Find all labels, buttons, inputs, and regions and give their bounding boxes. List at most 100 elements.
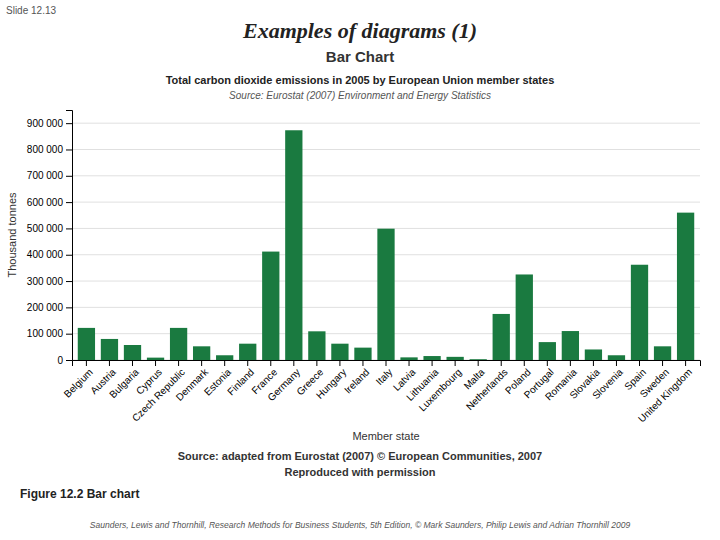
y-tick-mark xyxy=(66,307,72,308)
source-line: Source: adapted from Eurostat (2007) © E… xyxy=(178,450,542,462)
y-tick: 900 000 xyxy=(27,118,72,129)
slide-number: Slide 12.13 xyxy=(6,5,56,16)
x-tick-mark xyxy=(524,360,525,366)
x-tick-label: Slovenia xyxy=(590,366,625,401)
bar xyxy=(308,331,325,360)
x-tick: Slovenia xyxy=(590,360,625,401)
x-tick-mark xyxy=(362,360,363,366)
bar xyxy=(354,348,371,360)
x-tick-mark xyxy=(132,360,133,366)
x-tick-mark xyxy=(247,360,248,366)
x-tick-mark xyxy=(570,360,571,366)
y-tick-label: 600 000 xyxy=(27,197,64,208)
x-tick-mark xyxy=(339,360,340,366)
bar xyxy=(562,331,579,360)
y-tick-mark xyxy=(66,202,72,203)
x-tick-label: Ireland xyxy=(342,366,371,395)
y-tick-label: 700 000 xyxy=(27,170,64,181)
x-tick-label: Luxembourg xyxy=(417,366,464,413)
x-tick-mark xyxy=(178,360,179,366)
bar xyxy=(631,265,648,360)
x-tick-label: Hungary xyxy=(314,366,349,401)
y-tick-mark xyxy=(66,255,72,256)
bar xyxy=(285,130,302,360)
x-tick-mark xyxy=(501,360,502,366)
y-tick-label: 800 000 xyxy=(27,144,64,155)
y-tick-label: 0 xyxy=(57,355,63,366)
x-tick-mark xyxy=(201,360,202,366)
y-tick-label: 400 000 xyxy=(27,249,64,260)
x-tick: Luxembourg xyxy=(417,360,464,413)
x-tick-mark xyxy=(662,360,663,366)
x-tick-mark xyxy=(593,360,594,366)
y-tick-mark xyxy=(66,176,72,177)
x-tick-label: Bulgaria xyxy=(107,366,141,400)
y-tick-label: 200 000 xyxy=(27,302,64,313)
grid-line xyxy=(72,175,700,176)
x-tick: Germany xyxy=(265,360,302,403)
y-tick-mark xyxy=(66,123,72,124)
bar xyxy=(539,342,556,360)
y-tick: 500 000 xyxy=(27,223,72,234)
x-tick: Hungary xyxy=(314,360,349,401)
y-tick: 400 000 xyxy=(27,249,72,260)
bar xyxy=(654,346,671,360)
y-tick-label: 500 000 xyxy=(27,223,64,234)
x-tick-mark xyxy=(316,360,317,366)
bar xyxy=(446,357,463,360)
y-tick-mark xyxy=(66,149,72,150)
bar xyxy=(608,355,625,360)
chart-subtitle: Source: Eurostat (2007) Environment and … xyxy=(229,90,491,101)
x-tick-mark xyxy=(547,360,548,366)
x-tick-mark xyxy=(270,360,271,366)
y-tick: 700 000 xyxy=(27,170,72,181)
bar xyxy=(423,356,440,360)
x-tick-mark xyxy=(616,360,617,366)
bar xyxy=(78,328,95,360)
bars xyxy=(78,130,694,360)
bar xyxy=(193,346,210,360)
y-tick: 100 000 xyxy=(27,328,72,339)
y-tick: 0 xyxy=(57,355,72,366)
x-tick-label: Denmark xyxy=(174,366,211,403)
plot-area: 0 100 000 200 000 300 000 400 000 500 000 600 … xyxy=(27,111,701,425)
bar xyxy=(239,344,256,360)
x-tick-mark xyxy=(432,360,433,366)
x-tick-label: Finland xyxy=(225,366,256,397)
chart-canvas: Slide 12.13Examples of diagrams (1)Bar C… xyxy=(0,0,720,540)
bar xyxy=(262,252,279,360)
bar xyxy=(677,213,694,360)
bar xyxy=(216,355,233,360)
x-tick-label: Belgium xyxy=(62,366,95,399)
x-tick-mark xyxy=(293,360,294,366)
footer: Saunders, Lewis and Thornhill, Research … xyxy=(90,520,631,530)
x-tick: Belgium xyxy=(62,360,95,400)
bar xyxy=(124,345,141,360)
x-tick-mark xyxy=(109,360,110,366)
y-tick-mark xyxy=(66,228,72,229)
y-axis-title: Thousand tonnes xyxy=(6,192,18,278)
figure-caption: Figure 12.2 Bar chart xyxy=(20,487,139,501)
bar xyxy=(377,229,394,360)
bar xyxy=(147,358,164,360)
y-tick-label: 100 000 xyxy=(27,328,64,339)
x-axis-line xyxy=(73,361,701,367)
x-tick-mark xyxy=(155,360,156,366)
bar xyxy=(400,357,417,360)
x-tick: Netherlands xyxy=(464,360,510,412)
chart-title: Total carbon dioxide emissions in 2005 b… xyxy=(166,74,555,86)
x-tick-label: Germany xyxy=(265,366,302,403)
x-tick-mark xyxy=(224,360,225,366)
x-axis-title: Member state xyxy=(352,430,419,442)
y-tick: 600 000 xyxy=(27,197,72,208)
x-axis: BelgiumAustriaBulgariaCyprusCzech Republ… xyxy=(62,360,701,424)
y-axis-line xyxy=(66,111,73,361)
y-tick: 300 000 xyxy=(27,276,72,287)
bar xyxy=(331,344,348,360)
bar xyxy=(516,274,533,360)
bar xyxy=(170,328,187,360)
grid-line xyxy=(72,123,700,124)
x-tick-mark xyxy=(478,360,479,366)
bar xyxy=(470,359,487,360)
x-tick-mark xyxy=(409,360,410,366)
